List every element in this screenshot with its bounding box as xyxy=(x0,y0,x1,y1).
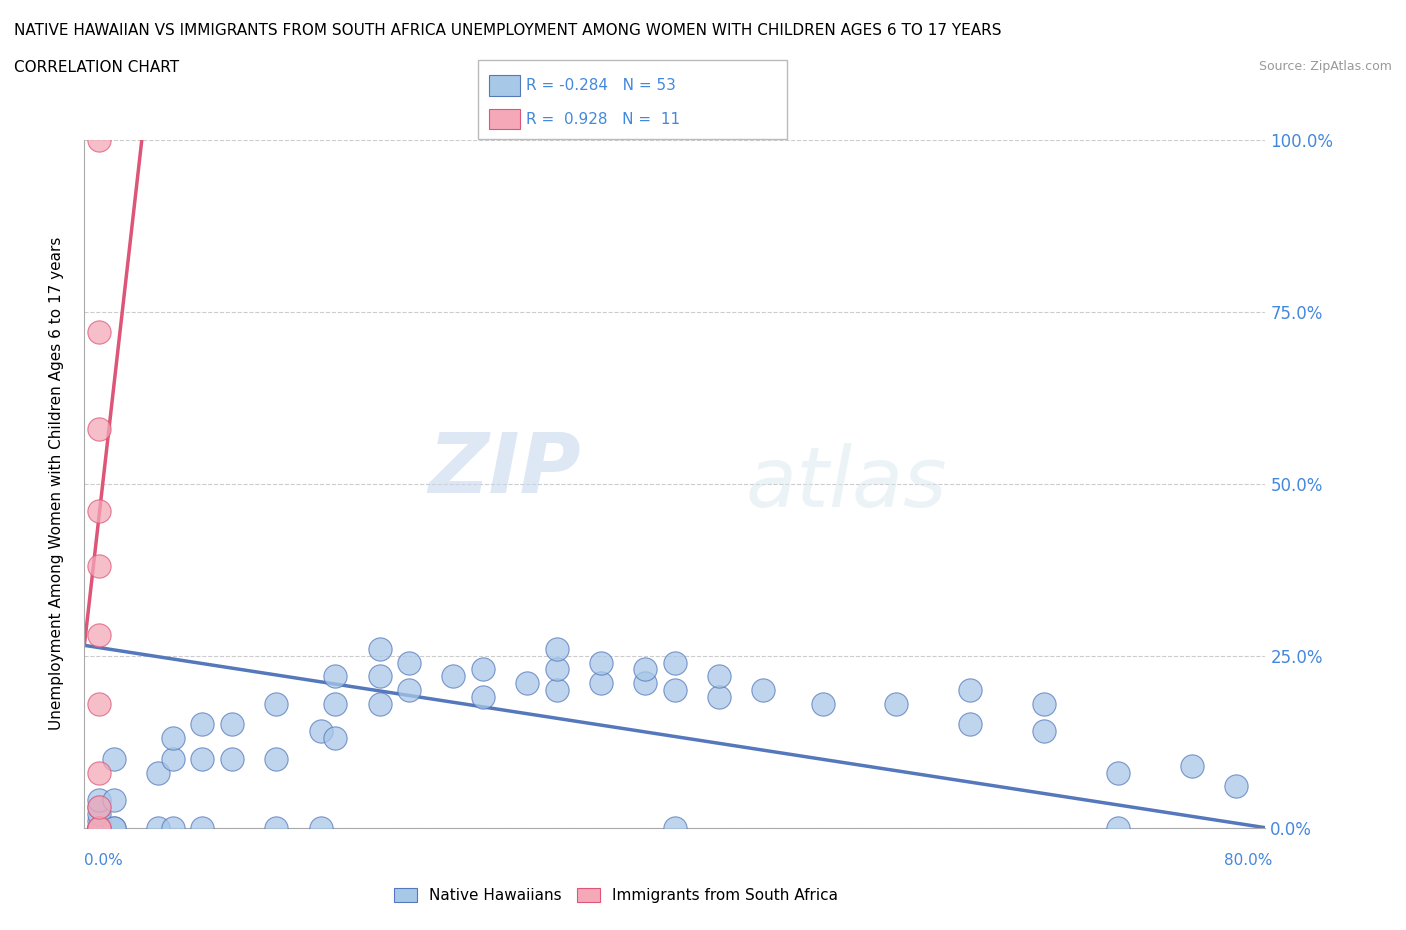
Point xyxy=(221,717,243,732)
Point xyxy=(89,820,111,835)
Text: atlas: atlas xyxy=(745,443,948,525)
Point xyxy=(89,559,111,574)
Point xyxy=(264,751,288,766)
Text: R =  0.928   N =  11: R = 0.928 N = 11 xyxy=(526,112,681,126)
Text: NATIVE HAWAIIAN VS IMMIGRANTS FROM SOUTH AFRICA UNEMPLOYMENT AMONG WOMEN WITH CH: NATIVE HAWAIIAN VS IMMIGRANTS FROM SOUTH… xyxy=(14,23,1001,38)
Point xyxy=(148,765,170,780)
Point xyxy=(811,697,834,711)
Point xyxy=(1181,758,1204,773)
Point xyxy=(89,820,111,835)
Point xyxy=(1225,779,1247,794)
Point xyxy=(664,683,686,698)
Point xyxy=(1107,765,1129,780)
Point xyxy=(709,689,731,704)
Point xyxy=(264,697,288,711)
Point xyxy=(221,751,243,766)
Y-axis label: Unemployment Among Women with Children Ages 6 to 17 years: Unemployment Among Women with Children A… xyxy=(49,237,63,730)
Point xyxy=(89,820,111,835)
Point xyxy=(368,669,391,684)
Point xyxy=(1032,724,1054,738)
Point xyxy=(886,697,908,711)
Point xyxy=(516,676,538,691)
Text: 80.0%: 80.0% xyxy=(1225,853,1272,868)
Point xyxy=(709,669,731,684)
Point xyxy=(591,676,613,691)
Point xyxy=(103,820,125,835)
Point xyxy=(191,717,214,732)
Point xyxy=(103,751,125,766)
Point xyxy=(191,820,214,835)
Point xyxy=(89,820,111,835)
Point xyxy=(103,820,125,835)
Point xyxy=(323,731,347,746)
Point xyxy=(309,820,332,835)
Text: ZIP: ZIP xyxy=(427,430,581,511)
Point xyxy=(162,731,184,746)
Point xyxy=(103,792,125,807)
Point xyxy=(664,655,686,670)
Point xyxy=(546,662,568,677)
Point xyxy=(309,724,332,738)
Point xyxy=(959,717,981,732)
Point xyxy=(1032,697,1054,711)
Point xyxy=(472,662,495,677)
Point xyxy=(89,132,111,147)
Point xyxy=(89,697,111,711)
Point xyxy=(752,683,775,698)
Point xyxy=(398,655,420,670)
Point xyxy=(89,820,111,835)
Point xyxy=(191,751,214,766)
Point xyxy=(546,683,568,698)
Point xyxy=(546,642,568,657)
Point xyxy=(89,504,111,519)
Text: 0.0%: 0.0% xyxy=(84,853,124,868)
Text: R = -0.284   N = 53: R = -0.284 N = 53 xyxy=(526,78,676,93)
Point xyxy=(398,683,420,698)
Point xyxy=(89,765,111,780)
Point xyxy=(1107,820,1129,835)
Point xyxy=(664,820,686,835)
Point xyxy=(89,421,111,436)
Point xyxy=(368,642,391,657)
Point xyxy=(89,806,111,821)
Point xyxy=(323,697,347,711)
Point xyxy=(264,820,288,835)
Point xyxy=(89,800,111,815)
Text: CORRELATION CHART: CORRELATION CHART xyxy=(14,60,179,75)
Point xyxy=(368,697,391,711)
Point xyxy=(89,800,111,815)
Text: Source: ZipAtlas.com: Source: ZipAtlas.com xyxy=(1258,60,1392,73)
Point xyxy=(89,628,111,643)
Point xyxy=(323,669,347,684)
Point xyxy=(89,820,111,835)
Point xyxy=(472,689,495,704)
Point xyxy=(634,662,657,677)
Point xyxy=(89,325,111,339)
Point xyxy=(162,820,184,835)
Point xyxy=(591,655,613,670)
Point xyxy=(148,820,170,835)
Legend: Native Hawaiians, Immigrants from South Africa: Native Hawaiians, Immigrants from South … xyxy=(388,883,844,910)
Point xyxy=(162,751,184,766)
Point xyxy=(959,683,981,698)
Point xyxy=(89,792,111,807)
Point xyxy=(634,676,657,691)
Point xyxy=(441,669,464,684)
Point xyxy=(89,814,111,829)
